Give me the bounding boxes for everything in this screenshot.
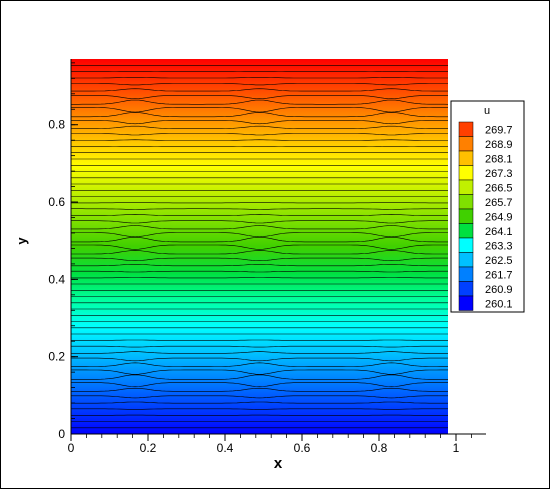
legend-swatch xyxy=(459,267,473,282)
legend-label: 260.1 xyxy=(485,298,513,310)
y-tick-label: 0.6 xyxy=(48,195,65,209)
legend-swatch xyxy=(459,151,473,166)
legend-label: 260.9 xyxy=(485,284,513,296)
x-tick-label: 0 xyxy=(68,441,75,455)
y-tick-label: 0.8 xyxy=(48,118,65,132)
legend-swatch xyxy=(459,122,473,137)
legend-swatch xyxy=(459,195,473,210)
x-tick-label: 0.2 xyxy=(140,441,157,455)
y-tick-label: 0.2 xyxy=(48,350,65,364)
legend-label: 263.3 xyxy=(485,240,513,252)
legend-swatch xyxy=(459,166,473,181)
legend-swatch xyxy=(459,137,473,152)
x-tick-label: 0.4 xyxy=(217,441,234,455)
legend-label: 267.3 xyxy=(485,168,513,180)
y-tick-label: 0.4 xyxy=(48,272,65,286)
legend-label: 268.1 xyxy=(485,153,513,165)
y-tick-label: 0 xyxy=(58,427,65,441)
legend-swatch xyxy=(459,180,473,195)
legend-label: 262.5 xyxy=(485,255,513,267)
x-tick-label: 1 xyxy=(453,441,460,455)
x-tick-label: 0.6 xyxy=(294,441,311,455)
legend-label: 265.7 xyxy=(485,197,513,209)
legend-label: 264.1 xyxy=(485,226,513,238)
legend-label: 269.7 xyxy=(485,124,513,136)
contour-field xyxy=(71,59,448,434)
x-axis-label: x xyxy=(274,455,283,472)
legend-swatch xyxy=(459,209,473,224)
legend-label: 264.9 xyxy=(485,211,513,223)
legend-swatch xyxy=(459,238,473,253)
x-tick-label: 0.8 xyxy=(371,441,388,455)
legend-swatch xyxy=(459,224,473,239)
y-axis-label: y xyxy=(14,237,29,245)
legend-label: 261.7 xyxy=(485,269,513,281)
legend-swatches xyxy=(459,122,473,311)
legend-label: 266.5 xyxy=(485,182,513,194)
legend-swatch xyxy=(459,296,473,311)
legend: u 269.7 268.9 268.1 267.3 266.5 265.7 264.9 264… xyxy=(451,101,524,312)
legend-label: 268.9 xyxy=(485,139,513,151)
legend-swatch xyxy=(459,253,473,268)
legend-swatch xyxy=(459,282,473,297)
plot-area xyxy=(71,59,448,434)
x-ticks: 0 0.2 0.4 0.6 0.8 1 xyxy=(68,434,472,455)
legend-title: u xyxy=(484,105,490,117)
